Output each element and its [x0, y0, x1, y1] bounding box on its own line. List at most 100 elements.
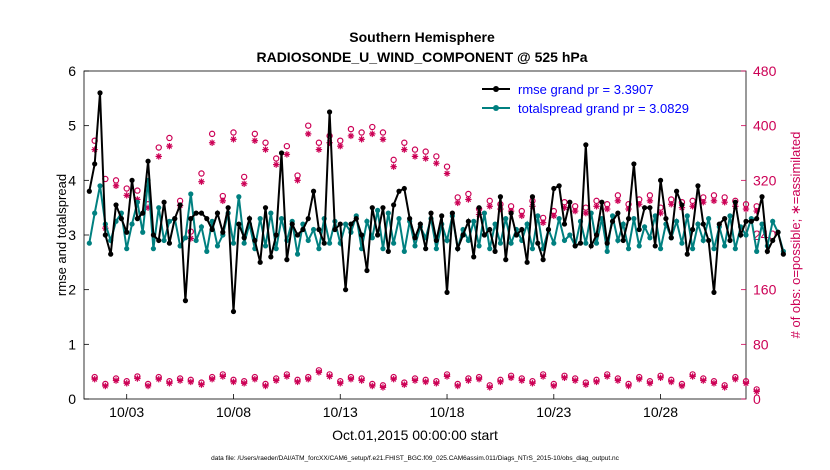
obs-assimilated-marker	[646, 197, 654, 205]
obs-assimilated-marker	[518, 377, 525, 384]
rmse-point	[161, 199, 167, 205]
x-tick-label: 10/08	[216, 404, 251, 420]
obs-assimilated-marker	[337, 380, 344, 387]
obs-assimilated-marker	[465, 377, 472, 384]
rmse-point	[166, 240, 173, 246]
obs-assimilated-marker	[230, 378, 237, 386]
obs-assimilated-marker	[144, 382, 152, 390]
obs-assimilated-marker	[411, 377, 419, 384]
obs-assimilated-marker	[422, 378, 429, 386]
rmse-point	[673, 188, 680, 194]
totalspread-point	[268, 210, 274, 216]
left-y-axis: 0 1 2 3 4 5 6	[68, 63, 89, 407]
rmse-point	[246, 216, 253, 222]
rmse-point	[497, 194, 504, 200]
rmse-point	[86, 188, 92, 194]
rmse-point	[134, 216, 140, 222]
obs-assimilated-marker	[155, 375, 162, 383]
totalspread-point	[140, 229, 146, 235]
rmse-point	[342, 287, 349, 293]
rmse-point	[641, 205, 648, 211]
rmse-point	[476, 205, 482, 211]
obs-possible-marker	[443, 163, 451, 170]
rmse-point	[257, 259, 263, 265]
y2-tick-label: 80	[753, 336, 769, 352]
chart-title: Southern Hemisphere	[349, 29, 495, 45]
obs-assimilated-marker	[326, 373, 333, 380]
obs-assimilated-marker	[219, 373, 227, 380]
totalspread-point	[732, 246, 738, 252]
rmse-point	[706, 237, 712, 244]
totalspread-point	[492, 221, 498, 227]
obs-assimilated-marker	[358, 377, 365, 384]
totalspread-point	[305, 237, 311, 244]
rmse-point	[433, 237, 439, 244]
rmse-point	[551, 185, 557, 192]
x-tick-label: 10/23	[536, 404, 571, 420]
rmse-point	[545, 226, 552, 233]
obs-assimilated-marker	[187, 378, 194, 386]
rmse-point	[326, 109, 333, 115]
obs-assimilated-marker	[753, 388, 760, 395]
obs-assimilated-marker	[732, 375, 739, 383]
rmse-point	[780, 251, 786, 257]
rmse-point	[220, 229, 226, 235]
rmse-point	[508, 210, 514, 216]
obs-possible-marker	[155, 144, 162, 151]
y2-tick-label: 400	[753, 118, 777, 134]
totalspread-point	[369, 235, 375, 241]
obs-assimilated-marker	[433, 160, 440, 167]
rmse-point	[124, 229, 130, 235]
rmse-point	[609, 218, 616, 224]
obs-assimilated-marker	[401, 381, 408, 388]
obs-assimilated-marker	[134, 375, 141, 382]
rmse-point	[588, 243, 594, 249]
y2-axis-label: # of obs: o=possible; ∗=assimilated	[788, 132, 803, 339]
obs-assimilated-marker	[369, 130, 376, 138]
obs-assimilated-marker	[379, 136, 387, 143]
totalspread-point	[236, 194, 242, 200]
totalspread-point	[657, 246, 664, 252]
obs-assimilated-marker	[102, 382, 109, 390]
totalspread-point	[316, 246, 322, 252]
totalspread-point	[690, 246, 696, 252]
obs-assimilated-marker	[166, 380, 173, 387]
totalspread-point	[497, 240, 504, 246]
rmse-point	[156, 237, 162, 244]
totalspread-point	[444, 237, 450, 244]
obs-assimilated-marker	[198, 381, 205, 388]
rmse-point	[481, 232, 488, 238]
rmse-point	[273, 232, 279, 238]
totalspread-point	[593, 240, 600, 246]
obs-assimilated-marker	[251, 137, 259, 144]
obs-possible-marker	[422, 148, 429, 155]
obs-assimilated-marker	[240, 180, 248, 187]
rmse-point	[129, 177, 135, 183]
x-axis: 10/03 10/08 10/13 10/18 10/23 10/28	[109, 394, 678, 420]
obs-assimilated-marker	[593, 378, 600, 386]
rmse-point	[770, 237, 776, 244]
totalspread-point	[273, 246, 279, 252]
rmse-point	[230, 308, 237, 315]
obs-assimilated-marker	[742, 205, 750, 213]
obs-assimilated-marker	[454, 382, 461, 390]
footnote: data file: /Users/raeder/DAI/ATM_forcXX/…	[211, 455, 620, 462]
totalspread-point	[722, 243, 728, 249]
obs-assimilated-marker	[251, 375, 259, 383]
rmse-point	[540, 257, 546, 263]
rmse-point	[657, 177, 664, 183]
rmse-point	[108, 251, 114, 257]
rmse-point	[513, 232, 520, 238]
rmse-point	[412, 235, 418, 241]
totalspread-point	[124, 246, 130, 252]
totalspread-point	[241, 240, 247, 246]
rmse-point	[620, 237, 626, 244]
rmse-point	[700, 221, 706, 227]
obs-assimilated-marker	[294, 177, 301, 184]
obs-assimilated-marker	[315, 369, 323, 376]
obs-possible-marker	[134, 187, 141, 194]
rmse-point	[695, 183, 701, 189]
obs-assimilated-marker	[294, 378, 301, 386]
totalspread-point	[375, 207, 381, 213]
totalspread-point	[567, 232, 573, 238]
